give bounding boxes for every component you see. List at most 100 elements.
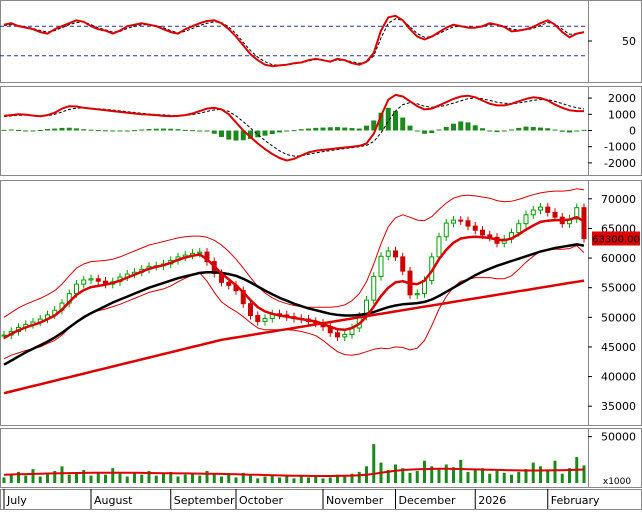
volume-bar [336, 474, 339, 483]
rsi-axis-50-label: 50 [622, 35, 636, 48]
candle-body [545, 206, 551, 213]
volume-bar [328, 477, 332, 483]
macd-histogram-bar [400, 117, 406, 131]
volume-bar [75, 472, 78, 483]
volume-bar [183, 474, 187, 483]
macd-histogram-bar [1, 129, 7, 131]
candle-body [458, 219, 464, 222]
volume-bar [546, 470, 550, 483]
volume-bar [31, 469, 35, 483]
volume-bar [343, 476, 347, 483]
volume-bar [466, 471, 470, 483]
macd-histogram-bar [277, 130, 282, 133]
macd-histogram-bar [291, 130, 297, 132]
volume-bar [444, 464, 448, 483]
volume-bar [234, 477, 238, 483]
volume-bar [372, 444, 376, 483]
macd-histogram-bar [233, 130, 239, 141]
macd-histogram-bar [422, 130, 427, 134]
macd-histogram-bar [407, 125, 413, 131]
macd-histogram-bar [255, 130, 261, 138]
macd-histogram-bar [567, 130, 572, 133]
candle-body [88, 278, 94, 281]
macd-histogram-bar [465, 122, 471, 131]
volume-bar [473, 470, 477, 483]
volume-bar [502, 472, 506, 483]
volume-bar [270, 474, 274, 483]
volume-bar [321, 478, 325, 483]
macd-histogram-bar [240, 130, 246, 141]
volume-bar [350, 473, 354, 483]
volume-bar [386, 470, 390, 483]
macd-histogram-bar [161, 128, 166, 131]
volume-bar [212, 473, 216, 483]
volume-bar [452, 467, 455, 483]
candle-body [574, 207, 580, 220]
volume-bar [169, 471, 173, 483]
candle-body [81, 279, 87, 285]
volume-bar [307, 477, 310, 483]
candle-body [262, 317, 268, 322]
volume-bar [176, 476, 180, 483]
rsi-line [3, 14, 585, 68]
volume-bar [147, 470, 151, 483]
x-axis-month-label: August [94, 494, 133, 507]
volume-bar [227, 474, 231, 483]
candle-body [581, 207, 587, 240]
candle-body [400, 256, 406, 272]
candle-body [95, 278, 101, 282]
volume-bar [531, 462, 535, 483]
macd-histogram-bar [509, 129, 514, 131]
x-axis-month-label: November [326, 494, 384, 507]
candle-body [385, 250, 391, 257]
macd-histogram-bar [436, 129, 442, 131]
volume-bar [9, 474, 13, 483]
macd-histogram-bar [385, 107, 391, 131]
macd-histogram-bar [45, 129, 50, 131]
x-axis-month-label: October [239, 494, 283, 507]
candle-body [552, 211, 558, 218]
volume-bar [401, 468, 405, 483]
macd-histogram-bar [30, 130, 36, 132]
macd-histogram-bar [8, 129, 14, 131]
volume-bar [517, 471, 521, 483]
x-axis-month-label: July [6, 494, 27, 507]
macd-histogram-bar [523, 126, 529, 131]
macd-axis-2-label: 0 [629, 125, 636, 138]
macd-histogram-bar [88, 129, 94, 131]
macd-histogram-bar [110, 130, 116, 132]
macd-histogram-bar [204, 130, 210, 132]
volume-bar [125, 476, 129, 483]
long-moving-average-line [3, 279, 585, 395]
x-axis-month-label: 2026 [478, 494, 506, 507]
macd-line [3, 93, 584, 162]
volume-bar [582, 465, 586, 483]
macd-histogram-bar [581, 129, 587, 131]
macd-histogram-bar [124, 130, 130, 132]
volume-bar [38, 476, 42, 483]
candle-body [335, 332, 340, 338]
macd-histogram-bar [298, 129, 304, 131]
price-axis-3-label: 55000 [601, 282, 636, 295]
volume-bar [394, 464, 397, 483]
macd-histogram-bar [574, 130, 580, 132]
volume-bar [241, 472, 245, 483]
volume-bar [2, 477, 6, 483]
candle-body [472, 225, 478, 231]
volume-bar [140, 474, 144, 483]
x-axis-month-label: February [551, 494, 600, 507]
candle-body [255, 315, 261, 322]
volume-bar [154, 475, 158, 483]
volume-bar [60, 466, 64, 483]
macd-histogram-bar [552, 129, 558, 131]
volume-axis-50000-label: 50000 [601, 431, 636, 444]
candle-body [226, 281, 232, 286]
macd-axis-4-label: -2000 [604, 157, 636, 170]
last-price-box [592, 231, 640, 246]
macd-histogram-bar [306, 128, 311, 131]
volume-bar [220, 476, 223, 483]
volume-bar [560, 473, 564, 483]
macd-histogram-bar [538, 127, 543, 131]
candle-body [443, 222, 449, 238]
